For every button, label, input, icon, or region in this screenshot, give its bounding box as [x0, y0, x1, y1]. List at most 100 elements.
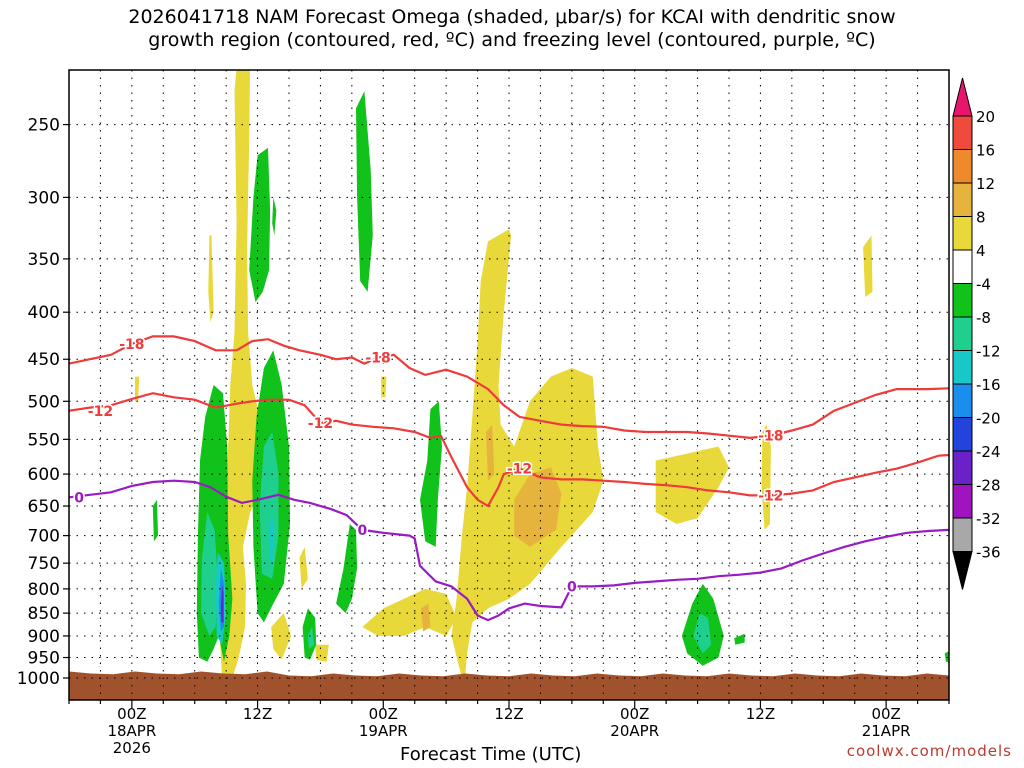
colorbar-label: -4 [976, 276, 991, 294]
x-tick-label: 19APR [359, 722, 408, 740]
colorbar-label: -28 [976, 477, 1001, 495]
y-tick-label: 850 [28, 604, 60, 624]
y-tick-label: 800 [28, 580, 60, 600]
omega-region-updraft-west-tall [217, 70, 266, 678]
omega-region-downdraft-core-3 [693, 613, 712, 654]
colorbar-segment [952, 216, 973, 251]
y-tick-label: 900 [28, 627, 60, 647]
colorbar-label: -36 [976, 544, 1001, 562]
omega-region-downdraft-strongest [220, 583, 224, 623]
omega-region-updraft-thin-left [208, 235, 214, 323]
colorbar-segment [952, 450, 973, 485]
colorbar-label: -32 [976, 510, 1001, 528]
x-tick-label: 12Z [494, 705, 523, 723]
y-tick-label: 350 [28, 250, 60, 270]
omega-region-downdraft-upper-right [272, 197, 277, 236]
y-tick-label: 550 [28, 430, 60, 450]
x-tick-label: 00Z [117, 705, 146, 723]
omega-region-updraft-core-1 [514, 467, 562, 547]
x-tick-label: 20APR [610, 722, 659, 740]
colorbar-label: -24 [976, 443, 1001, 461]
watermark: coolwx.com/models [846, 742, 1012, 760]
x-axis-label: Forecast Time (UTC) [400, 744, 582, 765]
contour-label-dendritic-minus18: -18 [758, 429, 783, 445]
y-tick-label: 950 [28, 649, 60, 669]
omega-region-downdraft-deep-2 [269, 512, 275, 564]
contour-line-freezing-level-0 [69, 479, 949, 622]
colorbar-segment [952, 417, 973, 452]
colorbar-arrow-top [952, 77, 973, 117]
omega-region-updraft-lower-left [362, 588, 457, 636]
colorbar-label: 12 [976, 175, 995, 193]
colorbar-arrow-bottom [952, 551, 973, 590]
x-tick-label: 12Z [746, 705, 775, 723]
y-tick-label: 450 [28, 350, 60, 370]
colorbar-segment [952, 283, 973, 318]
omega-region-updraft-small-d [271, 613, 292, 660]
x-tick-label: 18APR [107, 722, 156, 740]
omega-region-updraft-small-b [299, 546, 308, 589]
omega-region-downdraft-mid [336, 524, 358, 614]
contour-line-dendritic-minus18 [69, 335, 949, 440]
y-tick-label: 500 [28, 392, 60, 412]
colorbar-segment [952, 316, 973, 351]
colorbar-label: -12 [976, 343, 1001, 361]
colorbar-segment [952, 484, 973, 519]
y-tick-label: 300 [28, 188, 60, 208]
colorbar-segment [952, 383, 973, 418]
contour-label-freezing-level-0: 0 [74, 490, 84, 506]
colorbar-label: -16 [976, 376, 1001, 394]
omega-region-downdraft-small-left [152, 499, 158, 542]
colorbar-label: 8 [976, 209, 986, 227]
chart-title: 2026041718 NAM Forecast Omega (shaded, μ… [0, 6, 1024, 52]
title-line-2: growth region (contoured, red, ºC) and f… [148, 29, 876, 51]
omega-region-downdraft-small-right [734, 633, 745, 645]
colorbar-segment [952, 115, 973, 150]
omega-region-updraft-small-e [315, 644, 329, 662]
title-line-1: 2026041718 NAM Forecast Omega (shaded, μ… [128, 6, 896, 28]
x-tick-label: 00Z [871, 705, 900, 723]
omega-region-downdraft-core-1 [201, 512, 218, 636]
y-tick-label: 400 [28, 303, 60, 323]
omega-region-updraft-right-small [863, 235, 873, 297]
contour-label-dendritic-minus12: -12 [88, 404, 113, 420]
colorbar-label: -8 [976, 309, 991, 327]
colorbar-segment [952, 182, 973, 217]
omega-region-updraft-core-2 [486, 424, 495, 481]
colorbar-segment [952, 350, 973, 385]
colorbar-label: 20 [976, 108, 995, 126]
contour-label-dendritic-minus18: -18 [365, 350, 390, 366]
contour-label-dendritic-minus18: -18 [119, 337, 144, 353]
y-tick-label: 250 [28, 116, 60, 136]
contour-label-freezing-level-0: 0 [357, 523, 367, 539]
x-tick-label: 2026 [113, 739, 151, 757]
y-tick-label: 1000 [17, 669, 60, 689]
y-tick-label: 700 [28, 527, 60, 547]
y-tick-label: 600 [28, 465, 60, 485]
y-tick-label: 750 [28, 554, 60, 574]
y-tick-label: 650 [28, 497, 60, 517]
colorbar-label: -20 [976, 410, 1001, 428]
colorbar-label: 16 [976, 142, 995, 160]
omega-region-updraft-right [655, 446, 729, 524]
omega-region-updraft-small-c [381, 376, 387, 398]
x-tick-label: 00Z [620, 705, 649, 723]
omega-region-updraft-core-3 [421, 603, 431, 632]
colorbar-segment [952, 517, 973, 552]
x-tick-label: 21APR [862, 722, 911, 740]
contour-label-dendritic-minus12: -12 [507, 462, 532, 478]
contour-label-freezing-level-0: 0 [567, 579, 577, 595]
x-tick-label: 00Z [369, 705, 398, 723]
contour-line-dendritic-minus12 [69, 392, 949, 508]
omega-region-updraft-main [451, 229, 604, 679]
omega-region-downdraft-edge [944, 651, 949, 662]
colorbar-segment [952, 149, 973, 184]
colorbar-label: 4 [976, 242, 986, 260]
omega-region-downdraft-tall-a [356, 91, 373, 292]
omega-region-updraft-small-a [135, 376, 140, 402]
colorbar-segment [952, 249, 973, 284]
contour-label-dendritic-minus12: -12 [758, 488, 783, 504]
omega-region-downdraft-tall-b [249, 147, 271, 303]
omega-region-downdraft-core-4 [307, 627, 315, 649]
